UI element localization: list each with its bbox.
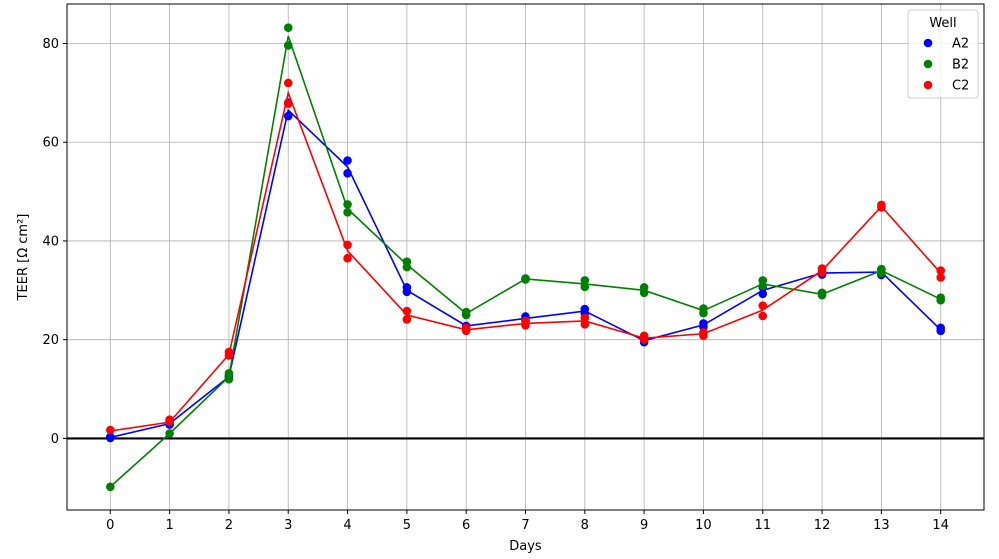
x-tick-label: 0	[106, 518, 114, 533]
data-point	[817, 288, 827, 298]
series-B2	[105, 23, 946, 492]
data-point	[402, 306, 412, 316]
x-tick-label: 14	[932, 518, 949, 533]
legend-label: A2	[952, 37, 969, 52]
data-point	[580, 276, 590, 285]
series-C2	[105, 78, 946, 435]
x-tick-label: 2	[225, 518, 233, 533]
data-point	[639, 331, 649, 341]
x-tick-label: 9	[640, 518, 648, 533]
y-tick-label: 40	[42, 234, 59, 249]
data-point	[936, 266, 946, 275]
data-point	[580, 313, 590, 323]
data-point	[402, 283, 412, 292]
legend-label: B2	[952, 58, 969, 73]
series-layer	[105, 23, 946, 492]
plot-frame	[66, 3, 985, 511]
y-tick-label: 20	[42, 333, 59, 348]
legend-box	[907, 9, 979, 99]
x-tick-label: 4	[343, 518, 351, 533]
legend-title: Well	[929, 16, 956, 31]
data-point	[580, 320, 590, 329]
data-point	[639, 288, 649, 298]
data-point	[402, 262, 412, 272]
x-tick-label: 3	[284, 518, 292, 533]
data-point	[283, 41, 293, 50]
data-point	[165, 429, 174, 438]
data-point	[521, 316, 530, 326]
data-point	[699, 327, 708, 337]
x-tick-label: 11	[754, 518, 771, 533]
data-point	[461, 307, 471, 317]
data-point	[105, 482, 115, 492]
data-point	[580, 304, 590, 314]
data-point	[758, 311, 768, 321]
data-point	[758, 301, 768, 310]
legend: Well A2 B2 C2	[907, 9, 979, 99]
x-tick-label: 8	[581, 518, 589, 533]
x-axis-label: Days	[509, 539, 542, 554]
data-point	[105, 425, 115, 435]
x-tick-label: 5	[403, 518, 411, 533]
legend-marker	[923, 80, 933, 90]
data-point	[343, 208, 352, 217]
y-tick-label: 60	[42, 136, 59, 151]
data-point	[283, 78, 293, 88]
legend-marker	[923, 59, 933, 69]
data-point	[224, 374, 234, 384]
legend-label: C2	[952, 79, 969, 94]
data-point	[936, 293, 946, 303]
data-point	[699, 308, 708, 318]
data-point	[699, 319, 708, 328]
data-point	[461, 323, 471, 333]
x-tick-label: 10	[695, 518, 712, 533]
data-point	[402, 315, 412, 324]
data-point	[224, 368, 234, 378]
x-tick-label: 7	[521, 518, 529, 533]
y-tick-label: 80	[42, 37, 59, 52]
data-point	[343, 156, 352, 165]
data-point	[343, 253, 352, 263]
y-axis-label: TEER [Ω cm²]	[16, 214, 31, 302]
data-point	[758, 289, 768, 299]
data-point	[283, 111, 293, 121]
data-point	[343, 169, 352, 178]
data-point	[105, 432, 115, 442]
data-point	[758, 281, 768, 291]
x-tick-label: 6	[462, 518, 470, 533]
data-point	[877, 268, 886, 278]
data-point	[283, 23, 293, 32]
data-point	[224, 347, 234, 357]
x-tick-label: 13	[873, 518, 890, 533]
data-point	[877, 200, 886, 210]
data-point	[936, 273, 946, 282]
data-point	[165, 415, 174, 424]
data-point	[817, 264, 827, 273]
data-point	[283, 99, 293, 109]
grid	[67, 4, 984, 510]
legend-marker	[923, 38, 933, 48]
x-tick-label: 1	[165, 518, 173, 533]
data-point	[521, 274, 530, 283]
data-point	[580, 282, 590, 292]
data-point	[936, 323, 946, 333]
data-point	[343, 200, 352, 209]
y-tick-label: 0	[51, 432, 59, 447]
data-point	[343, 240, 352, 250]
x-tick-label: 12	[814, 518, 831, 533]
